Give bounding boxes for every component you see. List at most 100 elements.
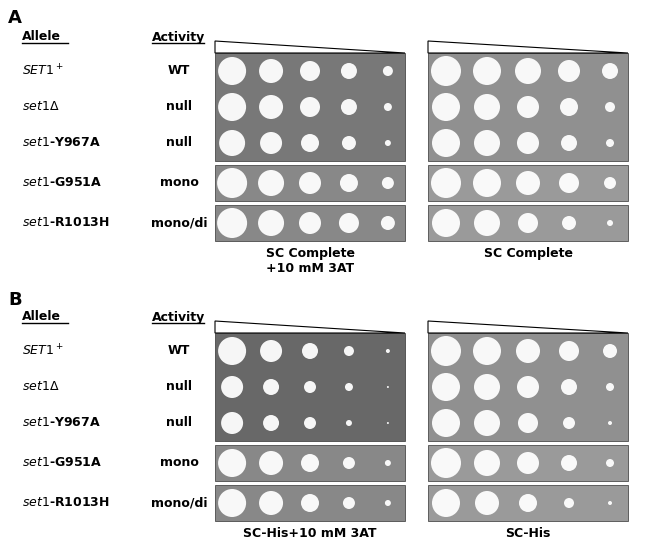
Circle shape — [221, 376, 243, 398]
Circle shape — [301, 494, 319, 512]
Circle shape — [258, 210, 284, 236]
Text: mono: mono — [159, 457, 199, 469]
Circle shape — [474, 374, 500, 400]
Text: Activity: Activity — [152, 311, 205, 323]
Circle shape — [301, 134, 319, 152]
Circle shape — [517, 376, 539, 398]
Bar — [428, 165, 628, 201]
Circle shape — [516, 171, 540, 195]
Circle shape — [341, 99, 357, 115]
Circle shape — [432, 489, 460, 517]
Circle shape — [221, 412, 243, 434]
Circle shape — [561, 455, 577, 471]
Circle shape — [341, 63, 357, 79]
Circle shape — [474, 130, 500, 156]
Text: $\it{set1}$-R1013H: $\it{set1}$-R1013H — [22, 496, 110, 509]
Circle shape — [602, 63, 618, 79]
Circle shape — [473, 57, 501, 85]
Circle shape — [517, 132, 539, 154]
Bar — [428, 445, 628, 481]
Circle shape — [606, 459, 614, 467]
Circle shape — [259, 95, 283, 119]
Text: B: B — [8, 291, 22, 309]
Circle shape — [258, 170, 284, 196]
Text: WT: WT — [168, 64, 190, 77]
Circle shape — [304, 417, 316, 429]
Circle shape — [606, 383, 614, 391]
Circle shape — [560, 98, 578, 116]
Circle shape — [342, 136, 356, 150]
Circle shape — [604, 177, 616, 189]
Circle shape — [475, 491, 499, 515]
Circle shape — [431, 336, 461, 366]
Circle shape — [474, 410, 500, 436]
Circle shape — [473, 337, 501, 365]
Circle shape — [299, 172, 321, 194]
Text: $\it{set1}$-Y967A: $\it{set1}$-Y967A — [22, 417, 101, 429]
Text: Allele: Allele — [22, 311, 61, 323]
Bar — [215, 205, 405, 241]
Circle shape — [432, 409, 460, 437]
Bar — [428, 333, 628, 441]
Circle shape — [559, 173, 579, 193]
Circle shape — [518, 213, 538, 233]
Text: A: A — [8, 9, 22, 27]
Text: SC Complete: SC Complete — [484, 247, 573, 260]
Circle shape — [562, 216, 576, 230]
Circle shape — [432, 373, 460, 401]
Circle shape — [517, 96, 539, 118]
Bar — [215, 445, 405, 481]
Circle shape — [431, 56, 461, 86]
Polygon shape — [215, 321, 405, 333]
Polygon shape — [215, 41, 405, 53]
Circle shape — [339, 213, 359, 233]
Circle shape — [259, 491, 283, 515]
Circle shape — [259, 59, 283, 83]
Circle shape — [431, 168, 461, 198]
Circle shape — [263, 379, 279, 395]
Circle shape — [608, 421, 612, 425]
Text: mono/di: mono/di — [151, 496, 207, 509]
Text: $\it{SET1}^+$: $\it{SET1}^+$ — [22, 63, 64, 79]
Text: SC Complete
+10 mM 3AT: SC Complete +10 mM 3AT — [266, 247, 355, 275]
Text: null: null — [166, 417, 192, 429]
Circle shape — [474, 450, 500, 476]
Circle shape — [217, 208, 247, 238]
Circle shape — [516, 339, 540, 363]
Circle shape — [260, 340, 282, 362]
Circle shape — [301, 454, 319, 472]
Circle shape — [385, 460, 391, 466]
Circle shape — [385, 500, 391, 506]
Text: mono: mono — [159, 176, 199, 189]
Circle shape — [302, 343, 318, 359]
Text: null: null — [166, 137, 192, 149]
Circle shape — [515, 58, 541, 84]
Circle shape — [431, 448, 461, 478]
Circle shape — [564, 498, 574, 508]
Circle shape — [606, 139, 614, 147]
Circle shape — [299, 212, 321, 234]
Circle shape — [385, 140, 391, 146]
Circle shape — [474, 210, 500, 236]
Text: null: null — [166, 380, 192, 394]
Circle shape — [518, 413, 538, 433]
Bar — [428, 53, 628, 161]
Circle shape — [384, 103, 392, 111]
Circle shape — [387, 422, 389, 424]
Circle shape — [563, 417, 575, 429]
Circle shape — [300, 61, 320, 81]
Circle shape — [219, 130, 245, 156]
Circle shape — [340, 174, 358, 192]
Text: $\it{set1}$$\Delta$: $\it{set1}$$\Delta$ — [22, 380, 59, 394]
Text: $\it{SET1}^+$: $\it{SET1}^+$ — [22, 343, 64, 358]
Circle shape — [344, 346, 354, 356]
Text: Activity: Activity — [152, 31, 205, 43]
Circle shape — [383, 66, 393, 76]
Circle shape — [218, 489, 246, 517]
Circle shape — [263, 415, 279, 431]
Circle shape — [381, 216, 395, 230]
Text: mono/di: mono/di — [151, 216, 207, 229]
Circle shape — [345, 383, 353, 391]
Circle shape — [218, 337, 246, 365]
Circle shape — [519, 494, 537, 512]
